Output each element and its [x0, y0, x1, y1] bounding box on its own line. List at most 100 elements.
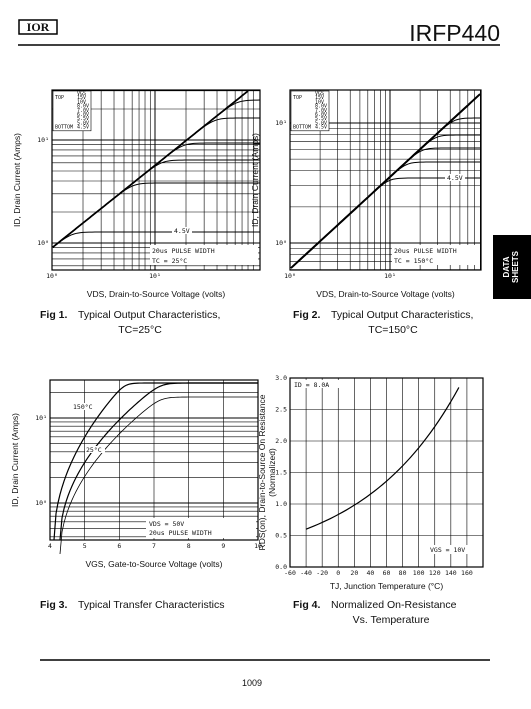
caption-title: Typical Transfer Characteristics	[78, 599, 224, 611]
x-tick-label: 40	[367, 569, 375, 577]
caption-condition: TC=25°C	[118, 324, 162, 336]
y-axis-label: RDS(on), Drain-to-Source On Resistance	[257, 394, 267, 550]
annotation: TC = 25°C	[152, 257, 187, 265]
x-tick-label: 140	[445, 569, 457, 577]
legend-value: 5.0V	[315, 120, 327, 126]
side-tab-text: DATA	[502, 256, 511, 277]
y-tick-label: 1.0	[275, 500, 287, 508]
legend-value: 10V	[315, 99, 324, 105]
curve	[305, 387, 460, 530]
legend-key: TOP	[293, 95, 302, 101]
x-tick-label: 10¹	[149, 272, 161, 280]
annotation-box	[172, 227, 192, 234]
curve	[52, 142, 260, 248]
caption-title: Normalized On-Resistance	[331, 599, 457, 611]
annotation-box	[72, 403, 96, 410]
caption-condition: TC=150°C	[368, 324, 418, 336]
logo: IOR	[27, 20, 50, 34]
side-tab-text: SHEETS	[511, 250, 520, 283]
curve	[52, 159, 260, 248]
annotation: ID = 8.0A	[294, 381, 329, 389]
legend-value: 8.0V	[77, 104, 89, 110]
legend-value: 7.0V	[315, 108, 327, 114]
y-tick-label: 3.0	[275, 374, 287, 382]
y-tick-label: 0.5	[275, 532, 287, 540]
annotation-box	[146, 518, 256, 538]
legend-value: 5.5V	[315, 116, 327, 122]
x-axis-label: TJ, Junction Temperature (°C)	[330, 581, 443, 591]
x-tick-label: 10¹	[384, 272, 396, 280]
x-tick-label: 80	[399, 569, 407, 577]
legend-value: 15V	[77, 95, 86, 101]
part-number: IRFP440	[409, 20, 500, 46]
caption-label: Fig 3.	[40, 599, 68, 611]
y-axis-label: ID, Drain Current (Amps)	[250, 133, 260, 227]
x-tick-label: 60	[383, 569, 391, 577]
x-axis-label: VDS, Drain-to-Source Voltage (volts)	[87, 289, 226, 299]
caption-title: Typical Output Characteristics,	[331, 309, 473, 321]
annotation-box	[392, 245, 480, 265]
y-tick-label: 10¹	[275, 119, 287, 127]
x-tick-label: 9	[221, 542, 225, 550]
y-axis-label: ID, Drain Current (Amps)	[10, 413, 20, 507]
x-tick-label: 10⁰	[46, 272, 58, 280]
y-tick-label: 2.5	[275, 406, 287, 414]
annotation-box	[150, 245, 258, 265]
annotation-box	[428, 545, 480, 554]
annotation-box	[85, 446, 105, 453]
y-tick-label: 1.5	[275, 469, 287, 477]
x-tick-label: 7	[152, 542, 156, 550]
annotation: 150°C	[73, 403, 93, 411]
legend-value: 4.5V	[315, 125, 327, 131]
annotation: 4.5V	[447, 174, 463, 182]
caption-label: Fig 2.	[293, 309, 321, 321]
annotation: VGS = 10V	[430, 546, 465, 554]
x-tick-label: 8	[187, 542, 191, 550]
legend-key: TOP	[55, 95, 64, 101]
legend-box	[52, 90, 92, 132]
legend-box	[290, 90, 330, 132]
x-tick-label: 5	[83, 542, 87, 550]
x-tick-label: 10⁰	[284, 272, 296, 280]
annotation: 25°C	[86, 446, 102, 454]
annotation: 20us PULSE WIDTH	[152, 247, 215, 255]
curve	[52, 231, 260, 248]
caption-label: Fig 4.	[293, 599, 321, 611]
y-axis-label: ID, Drain Current (Amps)	[12, 133, 22, 227]
x-tick-label: 100	[413, 569, 425, 577]
legend-value: 6.0V	[77, 112, 89, 118]
annotation: VDS = 50V	[149, 520, 184, 528]
x-tick-label: 6	[117, 542, 121, 550]
x-axis-label: VDS, Drain-to-Source Voltage (volts)	[316, 289, 455, 299]
legend-value: 6.0V	[315, 112, 327, 118]
x-tick-label: 120	[429, 569, 441, 577]
page-number: 1009	[242, 678, 262, 688]
legend-value: 5.0V	[77, 120, 89, 126]
x-tick-label: -20	[316, 569, 328, 577]
legend-value: 4.5V	[77, 125, 89, 131]
legend-value: VGS	[315, 91, 324, 97]
logo-box	[18, 19, 58, 35]
y-tick-label: 10⁰	[35, 499, 47, 507]
x-tick-label: 0	[336, 569, 340, 577]
x-tick-label: 160	[461, 569, 473, 577]
legend-value: 10V	[77, 99, 86, 105]
y-axis-label: (Normalized)	[267, 448, 277, 497]
curve	[59, 396, 258, 555]
side-tab	[493, 235, 531, 299]
y-tick-label: 10¹	[35, 414, 47, 422]
y-tick-label: 0.0	[275, 563, 287, 571]
x-tick-label: 4	[48, 542, 52, 550]
plot-frame	[51, 89, 261, 271]
x-tick-label: 20	[350, 569, 358, 577]
caption-title: Typical Output Characteristics,	[78, 309, 220, 321]
annotation-box	[445, 174, 465, 181]
annotation: 4.5V	[174, 227, 190, 235]
legend-key: BOTTOM	[293, 125, 311, 131]
annotation-box	[292, 380, 352, 388]
curve	[52, 182, 260, 248]
y-tick-label: 10⁰	[37, 239, 49, 247]
y-tick-label: 10¹	[37, 136, 49, 144]
legend-value: 5.5V	[77, 116, 89, 122]
